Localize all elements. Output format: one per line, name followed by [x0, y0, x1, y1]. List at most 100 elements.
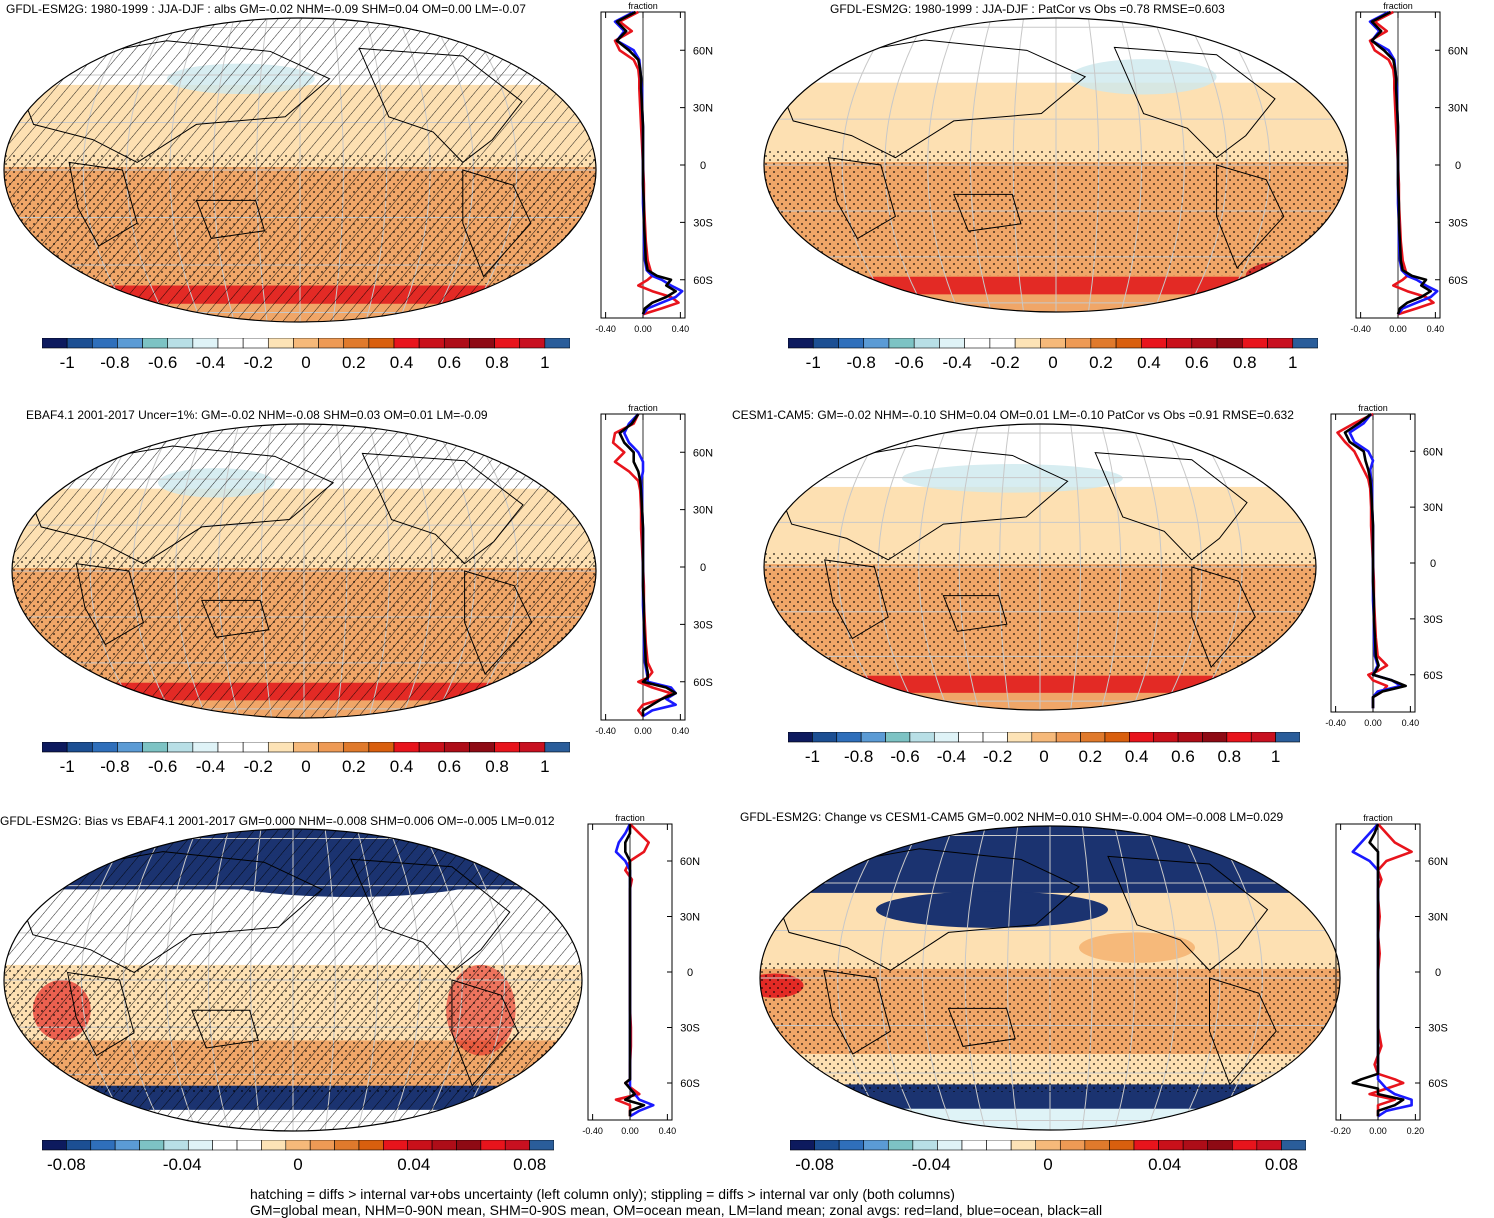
y-tick-label: 30N	[1428, 912, 1448, 924]
colorbar-tick-label: 0.6	[1171, 747, 1195, 766]
colorbar-swatch	[812, 732, 838, 743]
colorbar-swatch	[217, 338, 244, 349]
x-tick-label: -0.40	[595, 726, 616, 736]
colorbar-swatch	[788, 732, 813, 743]
y-tick-label: 60S	[1428, 1078, 1448, 1090]
colorbar-tick-label: 1	[1271, 747, 1280, 766]
map-panel-2	[763, 17, 1349, 313]
colorbar-swatch	[163, 1140, 189, 1151]
colorbar-swatch	[958, 732, 984, 743]
colorbar-tick-label: 0.4	[1137, 353, 1161, 372]
colorbar-tick-label: -0.8	[100, 353, 129, 372]
zonal-title: fraction	[628, 1, 658, 11]
colorbar-swatch	[1133, 1140, 1159, 1151]
y-tick-label: 30N	[680, 912, 700, 924]
x-tick-label: -0.40	[595, 324, 616, 334]
x-tick-label: -0.40	[1350, 324, 1371, 334]
colorbar-swatch	[519, 338, 546, 349]
colorbar-swatch	[334, 1140, 360, 1151]
colorbar-swatch	[1055, 732, 1081, 743]
stippling-overlay	[4, 964, 582, 1094]
colorbar-swatch	[863, 338, 890, 349]
colorbar-swatch	[790, 1140, 815, 1151]
zonal-plot-3: fraction -0.40 0.00 0.40 60N 30N 0 30S 60S	[595, 403, 713, 736]
colorbar-tick-label: 1	[540, 353, 549, 372]
colorbar-swatch	[1153, 732, 1179, 743]
colorbar-swatch	[285, 1140, 311, 1151]
zonal-series-all	[1343, 412, 1407, 709]
colorbar-tick-label: -0.2	[244, 757, 273, 776]
y-tick-label: 60N	[680, 856, 700, 868]
map-border	[763, 17, 1349, 313]
colorbar-swatch	[91, 742, 118, 753]
colorbar-swatch	[1166, 338, 1193, 349]
colorbar-tick-label: 0.4	[390, 757, 414, 776]
colorbar-swatch	[1216, 338, 1243, 349]
colorbar-tick-label: 0	[301, 757, 310, 776]
colorbar-swatch	[1141, 338, 1167, 349]
colorbar-swatch	[267, 742, 294, 753]
map-fill	[4, 829, 582, 1131]
colorbar-tick-label: 0.08	[1265, 1155, 1298, 1174]
colorbar-swatch	[836, 732, 862, 743]
colorbar-swatch	[982, 732, 1008, 743]
colorbar-tick-label: 0.2	[1089, 353, 1113, 372]
colorbar-swatch	[114, 1140, 140, 1151]
colorbar-6: -0.08 -0.04 0 0.04 0.08	[790, 1140, 1306, 1174]
y-tick-label: 30S	[693, 217, 713, 229]
y-tick-label: 60S	[693, 275, 713, 287]
colorbar-tick-label: -0.04	[163, 1155, 202, 1174]
x-tick-label: 0.40	[1402, 718, 1420, 728]
zonal-series-ocean	[614, 823, 655, 1118]
x-tick-label: 0.00	[1369, 1126, 1387, 1136]
colorbar-tick-label: -1	[805, 747, 820, 766]
colorbar-swatch	[912, 1140, 938, 1151]
colorbar-swatch	[142, 338, 169, 349]
colorbar-tick-label: 0.2	[342, 757, 366, 776]
colorbar-tick-label: -0.4	[942, 353, 971, 372]
colorbar-swatch	[66, 1140, 92, 1151]
colorbar-swatch	[1158, 1140, 1184, 1151]
colorbar-tick-label: 1	[1288, 353, 1297, 372]
panel-title-4: CESM1-CAM5: GM=-0.02 NHM=-0.10 SHM=0.04 …	[732, 408, 1294, 422]
y-tick-label: 30N	[693, 103, 713, 115]
y-tick-label: 0	[700, 160, 706, 172]
colorbar-swatch	[885, 732, 911, 743]
x-tick-label: 0.00	[621, 1126, 639, 1136]
panel-title-3: EBAF4.1 2001-2017 Uncer=1%: GM=-0.02 NHM…	[26, 408, 488, 422]
colorbar-swatch	[989, 338, 1016, 349]
colorbar-tick-label: 0.08	[513, 1155, 546, 1174]
zonal-plot-2: fraction -0.40 0.00 0.40 60N 30N 0 30S 60S	[1350, 1, 1468, 334]
colorbar-tick-label: 0.8	[1233, 353, 1257, 372]
colorbar-swatch	[66, 338, 93, 349]
zonal-plot-5: fraction -0.40 0.00 0.40 60N 30N 0 30S 60S	[582, 813, 700, 1136]
y-tick-label: 30S	[680, 1023, 700, 1035]
y-tick-label: 60N	[1423, 446, 1443, 458]
colorbar-swatch	[1040, 338, 1066, 349]
colorbar-swatch	[788, 338, 814, 349]
colorbar-tick-label: 0.8	[1217, 747, 1241, 766]
y-tick-label: 30S	[1428, 1023, 1448, 1035]
map-border	[759, 825, 1341, 1131]
colorbar-swatch	[261, 1140, 287, 1151]
colorbar-swatch	[42, 338, 68, 349]
colorbar-swatch	[469, 742, 495, 753]
colorbar-swatch	[480, 1140, 506, 1151]
stippling-overlay	[760, 962, 1340, 1092]
footer-line-2: GM=global mean, NHM=0-90N mean, SHM=0-90…	[250, 1202, 1103, 1218]
coastline	[1107, 855, 1269, 972]
colorbar-tick-label: 0	[1039, 747, 1048, 766]
map-fill	[4, 18, 596, 322]
colorbar-swatch	[212, 1140, 238, 1151]
colorbar-swatch	[1241, 338, 1268, 349]
colorbar-swatch	[393, 338, 420, 349]
colorbar-swatch	[187, 1140, 213, 1151]
colorbar-swatch	[909, 732, 935, 743]
colorbar-2: -1 -0.8 -0.6 -0.4 -0.2 0 0.2 0.4 0.6 0.8 1	[788, 338, 1318, 372]
x-tick-label: 0.00	[634, 726, 652, 736]
colorbar-swatch	[1014, 338, 1041, 349]
zonal-series-ocean	[1351, 823, 1413, 1118]
x-tick-label: 0.00	[634, 324, 652, 334]
y-tick-label: 0	[1430, 558, 1436, 570]
colorbar-swatch	[242, 742, 269, 753]
